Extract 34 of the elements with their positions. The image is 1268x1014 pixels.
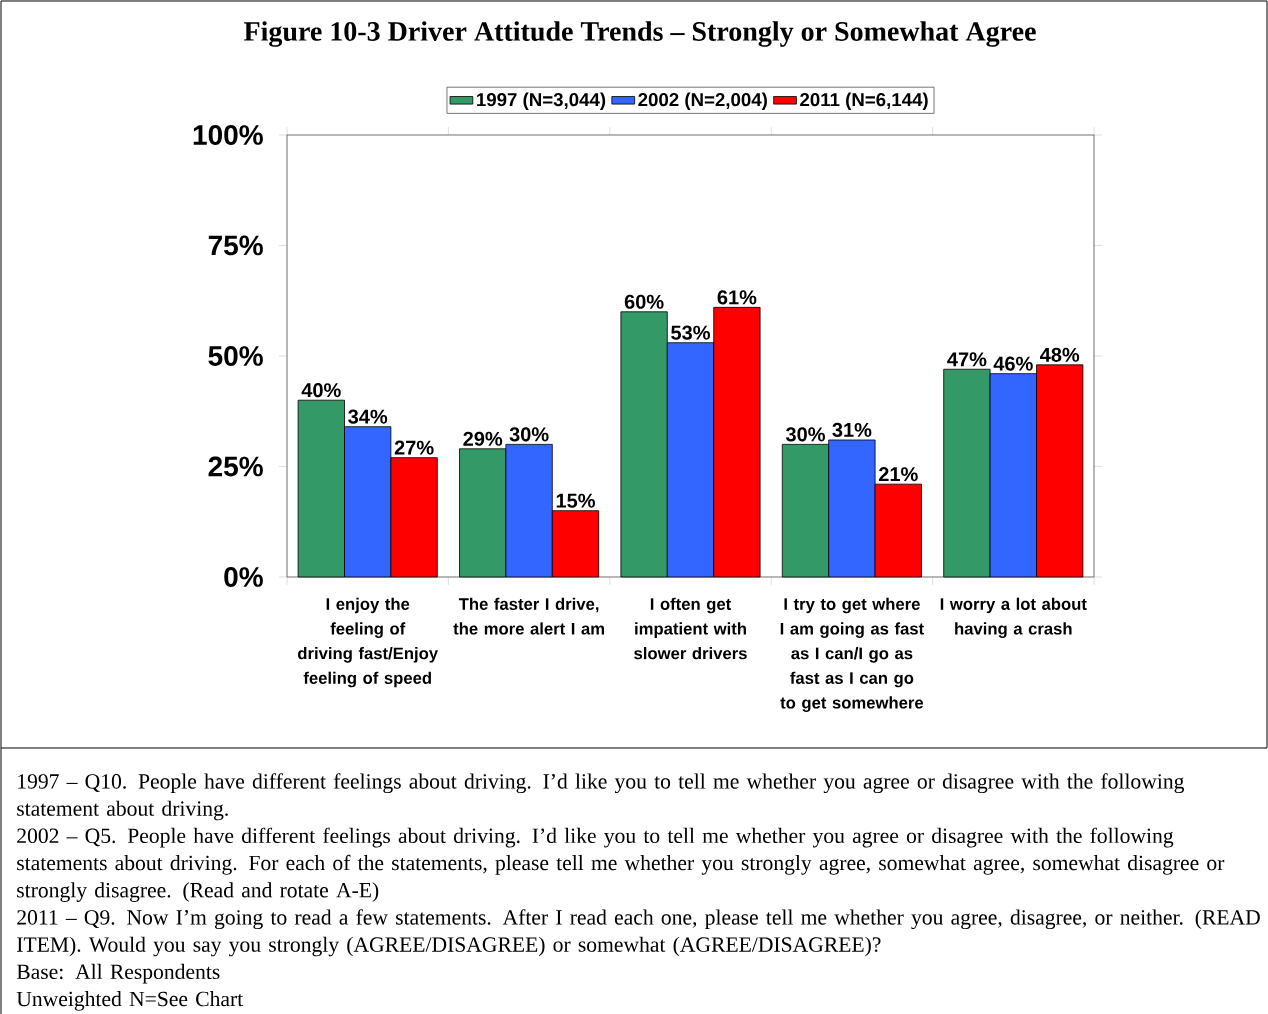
chart-title: Figure 10-3 Driver Attitude Trends – Strongly or Somewhat Agree xyxy=(244,21,1036,47)
data-label: 30% xyxy=(785,427,825,442)
data-label: 47% xyxy=(947,352,987,367)
legend-label: 2011 (N=6,144) xyxy=(800,92,928,110)
legend-label: 2002 (N=2,004) xyxy=(638,92,767,110)
text: Unweighted N=See Chart xyxy=(16,991,244,1011)
data-label: 29% xyxy=(463,431,503,446)
data-label: 48% xyxy=(1039,347,1080,362)
y-tick-label: 100% xyxy=(193,125,263,145)
data-label: 30% xyxy=(509,427,549,442)
data-label: 34% xyxy=(348,409,388,424)
data-label: 21% xyxy=(878,467,918,482)
data-label: 61% xyxy=(717,290,757,305)
text: Base: All Respondents xyxy=(16,963,220,984)
x-tick-label: I try to get where I am going as fast as I can/I go as fast as I can go to get somewhere xyxy=(780,597,924,712)
legend-label: 1997 (N=3,044) xyxy=(477,92,606,110)
data-label: 46% xyxy=(993,356,1033,371)
data-label: 40% xyxy=(301,383,341,398)
data-label: 60% xyxy=(624,294,664,309)
data-label: 15% xyxy=(556,493,595,508)
text: 2002 – Q5. People have different feelings about driving. I’d like you to tell me whether you agree or disagree with the following statements about driving. For each of the statements, please tell me whether you strongly agree, somewhat agree, somewhat disagree or strongly disagree. (Read and rotate A-E) xyxy=(17,827,1225,902)
y-tick-label: 50% xyxy=(208,346,263,366)
data-label: 53% xyxy=(671,325,710,340)
y-tick-label: 25% xyxy=(208,456,263,477)
y-tick-label: 0% xyxy=(224,567,263,587)
x-tick-label: I enjoy the feeling of driving fast/Enjoy feeling of speed xyxy=(298,597,438,688)
y-tick-label: 75% xyxy=(208,235,263,256)
text: 2011 – Q9. Now I’m going to read a few statements. After I read each one, please tell me whether you agree, disagree, or neither. (READ ITEM). Would you say you strongly (AGREE/DISAGREE) or somewhat (AGREE/DISAGREE)? xyxy=(17,909,1260,957)
data-label: 27% xyxy=(394,440,434,455)
x-tick-label: I often get impatient with slower drivers xyxy=(634,597,747,660)
x-tick-label: I worry a lot about having a crash xyxy=(940,597,1087,638)
text: 1997 – Q10. People have different feelings about driving. I’d like you to tell me whether you agree or disagree with the following statement about driving. xyxy=(17,773,1185,821)
x-tick-label: The faster I drive, the more alert I am xyxy=(453,597,604,635)
data-label: 31% xyxy=(832,422,872,438)
